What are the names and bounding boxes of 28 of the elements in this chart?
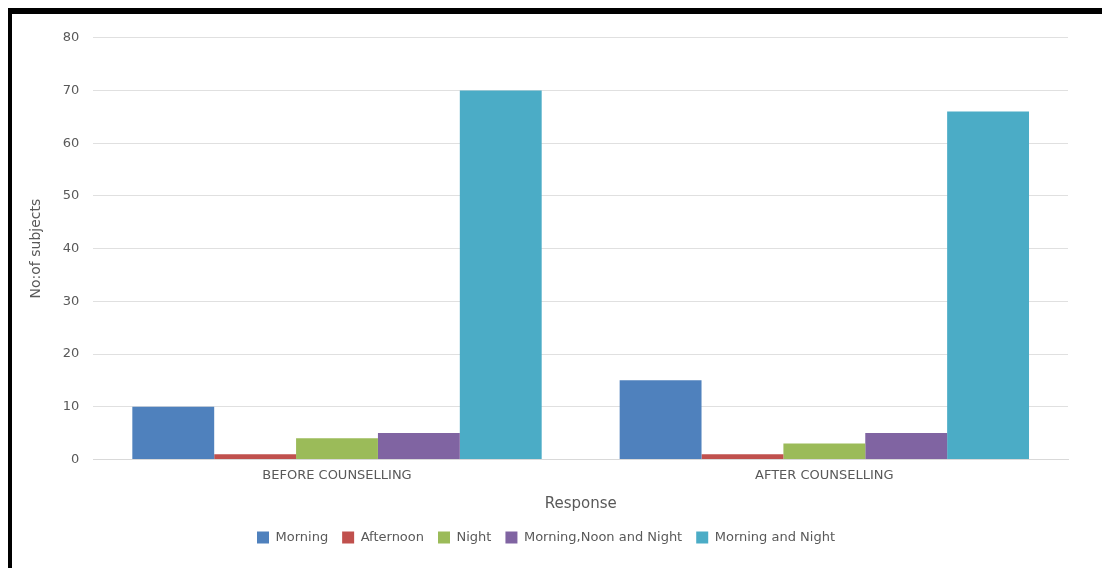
legend-label: Morning and Night [714,528,835,544]
bar [865,433,948,459]
y-tick-label: 70 [62,81,80,97]
x-tick-label: AFTER COUNSELLING [755,466,894,482]
bar [377,433,460,459]
bar [783,443,866,459]
bar [132,406,215,459]
bar [214,454,297,459]
bar [619,380,702,459]
bar [947,111,1030,459]
y-tick-label: 50 [62,187,80,203]
y-tick-label: 20 [62,345,80,361]
y-tick-label: 40 [62,239,80,255]
bar [701,454,784,459]
y-axis-title: No:of subjects [27,198,44,299]
y-tick-label: 60 [62,134,80,150]
bar [296,438,378,459]
y-tick-label: 30 [62,292,80,308]
legend-label: Night [456,528,492,544]
legend-label: Morning [275,528,329,544]
x-tick-label: BEFORE COUNSELLING [262,466,412,482]
legend-label: Morning,Noon and Night [523,528,683,544]
y-tick-label: 80 [62,29,80,45]
legend-label: Afternoon [360,528,425,544]
bar [459,90,542,459]
y-tick-label: 0 [71,450,80,466]
y-tick-label: 10 [62,398,80,414]
x-axis-title: Response [544,493,617,512]
